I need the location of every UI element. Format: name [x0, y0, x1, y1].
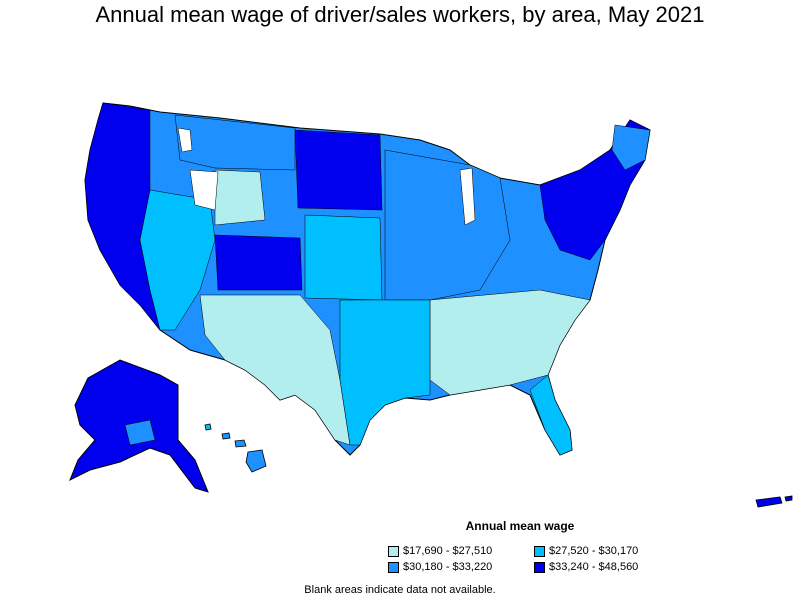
- hawaii-shape: [204, 423, 267, 473]
- puerto-rico-shape: [755, 495, 793, 508]
- alaska-interior-area: [124, 419, 156, 446]
- legend-label-1: $17,690 - $27,510: [403, 545, 493, 557]
- southwest-region: [199, 294, 351, 446]
- map-title: Annual mean wage of driver/sales workers…: [95, 2, 705, 27]
- south-central-region: [339, 299, 431, 446]
- dakotas-region: [294, 129, 383, 211]
- colorado-region: [214, 234, 303, 291]
- region-patches: [84, 102, 651, 456]
- great-basin-region: [139, 189, 216, 331]
- legend-label-4: $33,240 - $48,560: [549, 561, 639, 573]
- no-data-area: [177, 127, 193, 153]
- legend-label-2: $27,520 - $30,170: [549, 545, 639, 557]
- legend-item-4: $33,240 - $48,560: [534, 561, 638, 573]
- florida-region: [529, 374, 573, 456]
- plains-region: [304, 214, 383, 301]
- legend-item-2: $27,520 - $30,170: [534, 545, 638, 557]
- no-data-area: [189, 169, 219, 211]
- legend-swatch-2: [534, 545, 545, 557]
- southeast-region: [429, 289, 591, 396]
- montana-region: [174, 114, 296, 171]
- lake-michigan: [459, 167, 476, 226]
- legend-item-3: $30,180 - $33,220: [388, 561, 492, 573]
- legend-item-1: $17,690 - $27,510: [388, 545, 492, 557]
- legend-title: Annual mean wage: [465, 519, 575, 533]
- legend-label-3: $30,180 - $33,220: [403, 561, 493, 573]
- wyoming-region: [214, 169, 266, 226]
- legend-swatch-4: [534, 561, 545, 573]
- footnote: Blank areas indicate data not available.: [304, 584, 496, 596]
- legend-swatch-1: [388, 545, 399, 557]
- maine-region: [611, 124, 651, 171]
- legend-swatch-3: [388, 561, 399, 573]
